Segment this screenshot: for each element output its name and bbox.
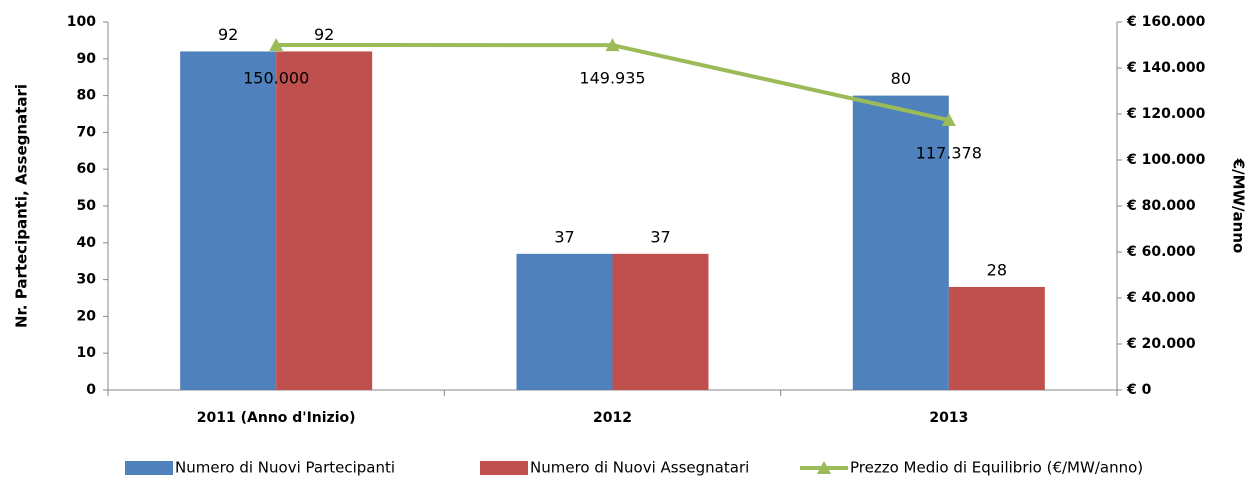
y-tick-label: 10 (77, 345, 97, 361)
bar-value-label: 92 (218, 25, 238, 44)
y2-tick-label: € 0 (1126, 382, 1152, 398)
y-tick-label: 50 (77, 198, 97, 214)
x-tick-label: 2011 (Anno d'Inizio) (197, 410, 356, 426)
y-tick-label: 60 (77, 161, 97, 177)
bar (276, 51, 373, 390)
line-marker (605, 38, 620, 52)
y-tick-label: 40 (77, 235, 97, 251)
y-tick-label: 100 (67, 14, 96, 30)
y2-tick-label: € 80.000 (1126, 198, 1196, 214)
y2-tick-label: € 20.000 (1126, 336, 1196, 352)
y2-tick-label: € 40.000 (1126, 290, 1196, 306)
y-tick-label: 0 (86, 382, 96, 398)
line-marker (941, 113, 956, 127)
y-tick-label: 90 (77, 51, 97, 67)
line-value-label: 117.378 (916, 144, 982, 163)
bar-value-label: 28 (987, 260, 1007, 279)
line-value-label: 150.000 (243, 69, 309, 88)
x-tick-label: 2013 (929, 410, 968, 426)
bar (516, 253, 613, 390)
bar-value-label: 37 (554, 227, 574, 246)
legend-swatch (125, 461, 173, 475)
x-tick-label: 2012 (593, 410, 632, 426)
bar-value-label: 92 (314, 25, 334, 44)
y-tick-label: 80 (77, 88, 97, 104)
legend-marker (817, 461, 831, 474)
y-tick-label: 70 (77, 124, 97, 140)
y-axis-label: Nr. Partecipanti, Assegnatari (13, 84, 31, 328)
y-tick-label: 30 (77, 272, 97, 288)
y-tick-label: 20 (77, 308, 97, 324)
bar (948, 286, 1045, 390)
line-value-label: 149.935 (579, 69, 645, 88)
line-marker (269, 38, 284, 51)
bar (612, 253, 709, 390)
legend-swatch (480, 461, 528, 475)
legend-label: Numero di Nuovi Assegnatari (530, 459, 749, 477)
bar (852, 95, 949, 390)
bar (180, 51, 277, 390)
y2-tick-label: € 60.000 (1126, 244, 1196, 260)
bar-value-label: 80 (891, 69, 911, 88)
y2-tick-label: € 160.000 (1126, 14, 1206, 30)
y2-tick-label: € 120.000 (1126, 106, 1206, 122)
y2-axis-label: €/MW/anno (1230, 158, 1248, 254)
bar-value-label: 37 (650, 227, 670, 246)
legend-label: Prezzo Medio di Equilibrio (€/MW/anno) (850, 459, 1143, 477)
y2-tick-label: € 100.000 (1126, 152, 1206, 168)
legend-label: Numero di Nuovi Partecipanti (175, 459, 395, 477)
y2-tick-label: € 140.000 (1126, 60, 1206, 76)
